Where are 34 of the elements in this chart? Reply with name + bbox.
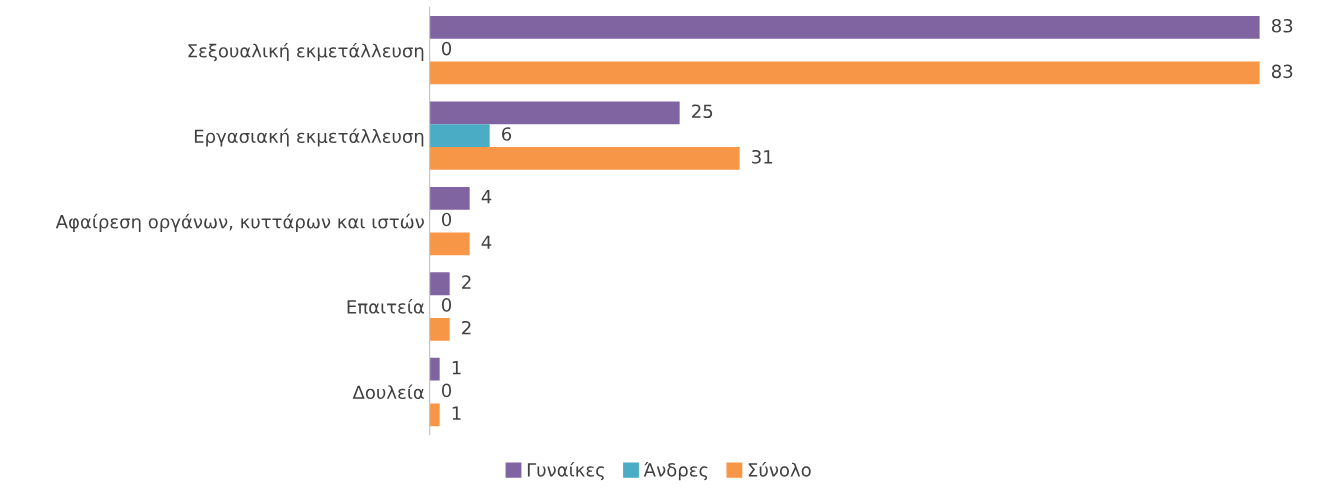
data-label: 0 (441, 298, 452, 312)
data-label: 6 (502, 127, 512, 141)
bar (429, 124, 490, 147)
data-label: 1 (452, 406, 461, 420)
bar (429, 272, 450, 296)
data-label: 83 (1271, 64, 1293, 79)
data-label: 4 (481, 235, 492, 249)
bar (429, 317, 450, 341)
legend-label: Γυναίκες (527, 461, 604, 481)
y-tick-label: Σεξουαλική εκμετάλλευση (188, 42, 424, 62)
bar (429, 15, 1260, 39)
bar (429, 147, 740, 170)
data-label: 2 (462, 275, 471, 289)
data-label: 0 (441, 383, 452, 398)
data-label: 2 (462, 320, 471, 335)
y-tick-label: Επαιτεία (347, 298, 424, 314)
y-tick-label: Εργασιακή εκμετάλλευση (194, 128, 424, 147)
data-label: 1 (452, 361, 461, 375)
y-tick-label: Δουλεία (352, 384, 424, 400)
y-tick-label: Αφαίρεση οργάνων, κυττάρων και ιστών (55, 213, 424, 233)
bar (429, 232, 470, 256)
legend-label: Σύνολο (748, 461, 811, 477)
data-label: 4 (481, 190, 492, 204)
data-label: 31 (752, 149, 773, 164)
data-label: 83 (1271, 18, 1293, 33)
bar (429, 403, 440, 427)
bar (429, 61, 1260, 85)
legend-label: Άνδρες (643, 461, 708, 481)
data-label: 0 (441, 212, 452, 227)
bar (429, 357, 440, 381)
data-label: 0 (441, 41, 452, 56)
data-label: 25 (692, 104, 713, 119)
bar (429, 186, 470, 210)
bar (429, 101, 680, 125)
